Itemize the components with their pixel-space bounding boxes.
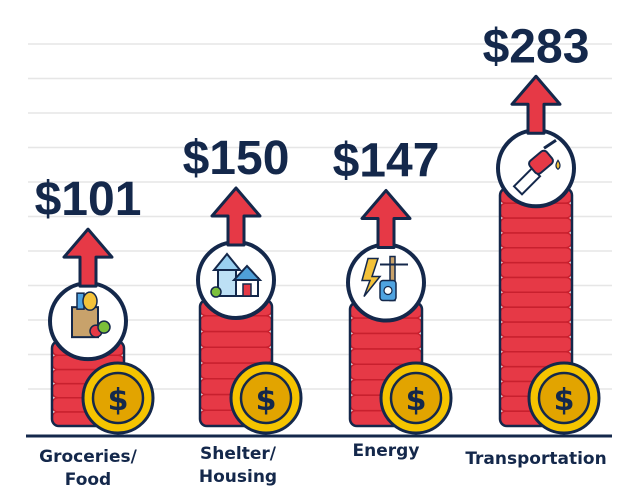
bar-coin-layer — [499, 336, 573, 353]
value-label: $283 — [483, 20, 590, 73]
bar-1: $101 $ — [35, 173, 155, 435]
bar-coin-layer — [199, 346, 273, 364]
category-label: Shelter/Housing — [168, 443, 308, 489]
category-label-line: Energy — [352, 441, 420, 461]
category-label: Energy — [316, 440, 456, 463]
power-pole-icon — [346, 242, 426, 323]
dollar-coin-icon: $ — [81, 361, 155, 435]
bar-coin-layer — [499, 217, 573, 234]
fuel-nozzle-icon — [496, 128, 576, 209]
category-label-line: Groceries/ — [39, 447, 137, 467]
up-arrow — [210, 186, 262, 247]
bar-coin-layer — [499, 321, 573, 338]
dollar-coin-icon: $ — [229, 361, 303, 435]
category-label: Transportation — [451, 448, 621, 471]
dollar-coin-icon: $ — [379, 361, 453, 435]
value-label: $150 — [183, 132, 290, 185]
category-label-line: Transportation — [465, 449, 607, 469]
bar-coin-layer — [499, 291, 573, 308]
svg-text:$: $ — [406, 383, 427, 418]
up-arrow — [510, 74, 562, 135]
bar-coin-layer — [499, 276, 573, 294]
svg-text:$: $ — [256, 383, 277, 418]
category-label-line: Food — [64, 470, 112, 490]
bar-coin-layer — [349, 332, 423, 350]
svg-text:$: $ — [554, 383, 575, 418]
bar-coin-layer — [499, 232, 573, 249]
category-label: Groceries/Food — [18, 446, 158, 492]
grocery-bag-icon — [48, 281, 128, 362]
category-label-line: Housing — [198, 467, 278, 487]
bar-coin-layer — [499, 261, 573, 279]
dollar-coin-icon: $ — [527, 361, 601, 435]
value-label: $101 — [35, 173, 142, 226]
bar-coin-layer — [499, 306, 573, 323]
bar-4: $283 $ — [483, 20, 601, 435]
bar-2: $150 $ — [183, 132, 303, 435]
house-icon — [196, 240, 276, 320]
svg-text:$: $ — [108, 383, 129, 418]
category-label-line: Shelter/ — [200, 444, 276, 464]
bar-coin-layer — [499, 246, 573, 264]
value-label: $147 — [333, 135, 440, 188]
bar-coin-layer — [199, 330, 273, 348]
up-arrow — [360, 189, 412, 250]
up-arrow — [62, 227, 114, 288]
bar-3: $147 $ — [333, 135, 453, 435]
